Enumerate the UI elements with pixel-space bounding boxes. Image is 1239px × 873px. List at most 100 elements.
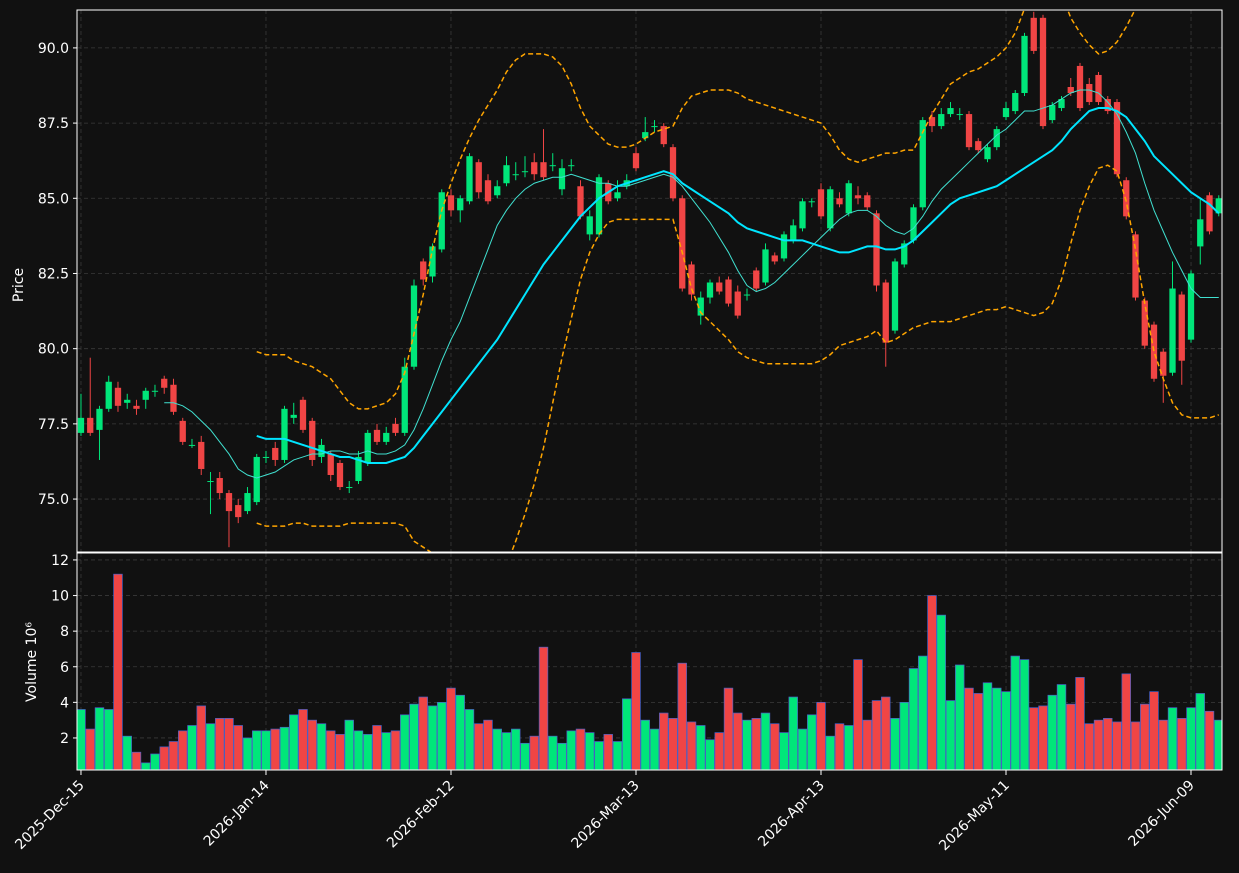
candle-body (1132, 234, 1139, 298)
volume-bar (85, 728, 95, 770)
candle-body (901, 243, 908, 265)
volume-bar (242, 737, 253, 770)
plot-area (77, 10, 1222, 552)
volume-bar (918, 655, 928, 770)
candle-body (1095, 74, 1102, 103)
volume-bar (427, 705, 438, 770)
candle-body (170, 384, 177, 412)
candle-body (188, 444, 196, 446)
volume-bar (1121, 673, 1131, 770)
indicator-line (256, 107, 1220, 464)
candle-body (1160, 351, 1167, 376)
candle-body (466, 156, 473, 202)
volume-bar (548, 735, 558, 770)
candle-body (873, 213, 880, 286)
candle-body (87, 417, 94, 433)
candle-body (771, 255, 778, 262)
volume-bar (113, 573, 123, 770)
volume-bar (992, 687, 1002, 770)
candle-body (540, 162, 547, 178)
volume-bar (270, 728, 280, 770)
candle-body (586, 216, 593, 235)
candle-body (568, 165, 575, 167)
candle-body (309, 420, 316, 460)
volume-bar (964, 687, 974, 770)
candle-body (133, 405, 140, 409)
volume-bar (316, 723, 327, 770)
volume-bar (927, 595, 937, 770)
candle-body (642, 132, 649, 139)
candle-body (1049, 105, 1056, 121)
candle-body (179, 420, 186, 442)
volume-bar (215, 718, 225, 770)
volume-bar (1130, 721, 1141, 770)
candle-body (161, 378, 168, 388)
candle-body (383, 432, 390, 442)
volume-bar (733, 712, 743, 770)
volume-bar (677, 662, 687, 770)
candle-body (1197, 219, 1204, 247)
candle-body (632, 153, 640, 169)
volume-bar (659, 712, 669, 770)
volume-bar (779, 732, 789, 770)
candle-body (272, 447, 279, 460)
y-tick-label: 80.0 (38, 342, 69, 358)
y-axis-label: Volume 10⁶ (24, 622, 40, 702)
y-tick-label: 90.0 (38, 41, 69, 57)
volume-bar (742, 719, 752, 770)
candle-body (235, 505, 242, 518)
volume-bar (594, 741, 604, 770)
candle-body (1206, 195, 1213, 232)
volume-bar (908, 668, 919, 770)
volume-bar (890, 718, 900, 770)
volume-bar (825, 735, 835, 770)
y-tick-label: 82.5 (38, 266, 69, 282)
volume-bar (307, 719, 317, 770)
candle-body (364, 432, 371, 463)
candle-body (1215, 198, 1222, 214)
candle-body (96, 408, 103, 430)
candle-body (1030, 17, 1037, 51)
volume-bar (501, 732, 512, 770)
volume-bar (844, 725, 854, 770)
candle-body (827, 189, 834, 229)
volume-bar (853, 659, 863, 770)
volume-bar (585, 732, 595, 770)
volume-bar (714, 732, 724, 770)
volume-bar (150, 753, 160, 770)
volume-bar (622, 698, 632, 770)
indicator-line (164, 89, 1219, 479)
candle-body (725, 279, 732, 304)
volume-bar (788, 696, 798, 770)
volume-bar (418, 696, 428, 770)
indicator-line (256, 10, 1136, 410)
candle-body (660, 126, 667, 145)
candle-body (410, 285, 418, 367)
volume-bar (474, 723, 484, 770)
volume-bar (705, 739, 715, 770)
volume-bar (862, 719, 872, 770)
volume-bar (816, 702, 826, 770)
volume-bar (1047, 694, 1057, 770)
candle-body (956, 114, 963, 116)
candle-body (780, 234, 788, 259)
volume-bar (335, 734, 345, 770)
volume-bar (1214, 719, 1222, 770)
candle-body (457, 198, 464, 211)
candle-body (790, 225, 797, 241)
candle-body (336, 462, 344, 488)
volume-bar (344, 719, 354, 770)
volume-bar (529, 735, 539, 770)
candle-body (494, 186, 501, 196)
volume-bar (252, 730, 262, 770)
y-tick-label: 12 (51, 553, 69, 569)
candle-body (808, 201, 815, 203)
volume-bar (94, 707, 105, 770)
volume-bar (400, 714, 410, 770)
volume-bar (1075, 677, 1085, 770)
candle-body (845, 183, 852, 214)
candle-body (1067, 86, 1074, 94)
y-tick-label: 6 (60, 660, 69, 676)
volume-bar (631, 652, 641, 770)
volume-bar (538, 646, 549, 770)
